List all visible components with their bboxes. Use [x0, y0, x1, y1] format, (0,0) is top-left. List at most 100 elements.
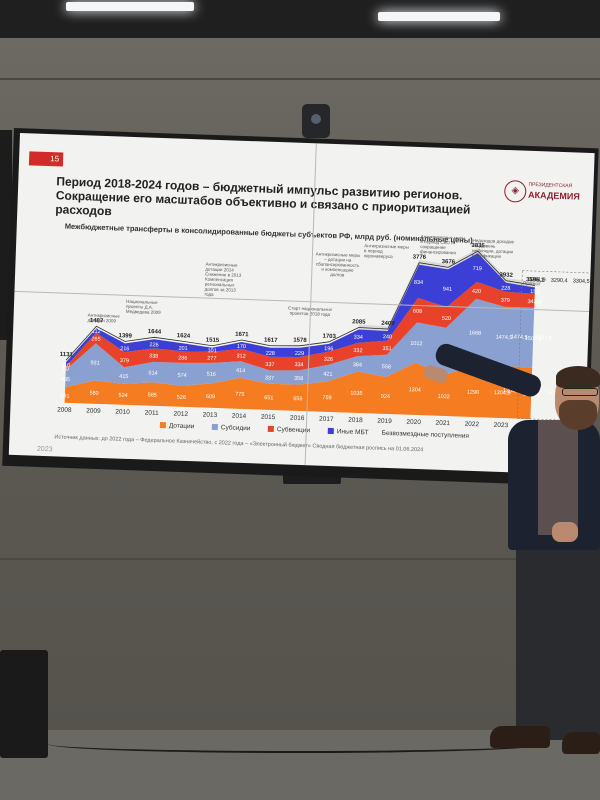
floor-cable — [48, 735, 548, 753]
total-label: 2400 — [381, 321, 395, 327]
annotation-line: Компенсация — [205, 277, 234, 283]
data-label: 941 — [443, 286, 452, 292]
data-label: 1022 — [437, 394, 449, 400]
data-label: 384 — [353, 362, 362, 368]
forecast-total-label: 3290,4 — [551, 278, 568, 285]
data-label: 358 — [294, 376, 303, 382]
annotation-line: Недоходов доходов — [472, 238, 514, 244]
data-label: 170 — [237, 344, 246, 350]
presenter-hair — [556, 366, 600, 388]
data-label: 834 — [414, 280, 423, 286]
data-label: 337 — [265, 362, 274, 368]
data-label: 334 — [294, 362, 303, 368]
wall-seam — [0, 78, 600, 80]
total-label: 1703 — [322, 334, 336, 340]
data-label: 1304,8 — [494, 390, 511, 397]
annotation-line: инфляции, дотации — [472, 248, 514, 254]
total-label: 1487 — [90, 318, 104, 324]
annotation-line: Антикризисные меры — [364, 243, 409, 250]
total-label: 1578 — [293, 338, 307, 344]
annotation-line: Прогноз — [523, 281, 540, 287]
annotation-line: на уровень — [472, 243, 496, 249]
data-label: 110 — [61, 363, 70, 369]
x-tick-label: 2012 — [173, 411, 188, 419]
annotation-line: долгов за 2013 — [205, 287, 237, 293]
annotation-line: дотации 2009 — [87, 317, 116, 323]
data-label: 421 — [323, 371, 332, 377]
data-label: 526 — [177, 395, 186, 401]
annotation-line: проекты Д.А. — [126, 304, 153, 310]
annotation-text: Антикризисные меры– дотации насбалансиро… — [315, 251, 361, 278]
annotation-line: Антикризисные — [205, 262, 238, 268]
data-label: 759 — [322, 395, 331, 401]
data-label: 112 — [92, 329, 101, 335]
annotation-line: Национальные — [126, 299, 158, 305]
data-label: 420 — [472, 289, 481, 295]
presenter-legs — [516, 540, 600, 740]
presenter-shirt — [538, 420, 578, 535]
camera-lens — [311, 114, 321, 124]
x-tick-label: 2019 — [377, 418, 392, 426]
total-label: 1644 — [148, 329, 162, 335]
data-label: 101 — [207, 348, 216, 354]
wall-seam — [0, 558, 600, 560]
forecast-subsidy-label: 1474,5 — [511, 334, 528, 341]
annotation-line: в период — [364, 248, 383, 254]
annotation-line: коронавируса — [364, 253, 393, 259]
annotation-line: года — [204, 292, 214, 297]
annotation-line: дотации 2014 — [205, 267, 234, 273]
presenter-hand — [552, 522, 578, 542]
forecast-dotation-label: 1304,8 — [503, 388, 520, 395]
x-tick-label: 2011 — [145, 410, 160, 417]
x-tick-label: 2023 — [494, 422, 509, 430]
data-label: 656 — [293, 396, 302, 402]
data-label: 196 — [324, 346, 333, 352]
data-label: 240 — [383, 334, 392, 340]
data-label: 277 — [207, 356, 216, 362]
total-label: 3932 — [499, 272, 513, 278]
annotation-line: финансирования — [420, 249, 456, 255]
x-tick-label: 2021 — [435, 420, 450, 428]
data-label: 159 — [530, 289, 539, 295]
forecast-total-label: 3304,5 — [573, 278, 590, 285]
data-label: 351 — [382, 346, 391, 352]
data-label: 520 — [442, 316, 451, 322]
annotation-line: региональных — [205, 282, 235, 288]
annotation-text: Антикризисные мерыв периодкоронавируса — [364, 243, 409, 260]
data-label: 608 — [413, 309, 422, 315]
data-label: 609 — [206, 394, 215, 400]
data-label: 1012 — [410, 341, 422, 347]
annotation-line: модификации — [472, 253, 502, 259]
total-label: 1515 — [206, 337, 220, 343]
x-tick-label: 2016 — [290, 415, 305, 423]
total-label: 3676 — [442, 259, 456, 265]
total-label: 2085 — [352, 319, 366, 325]
data-label: 338 — [149, 353, 158, 359]
data-label: 334 — [354, 335, 363, 341]
data-label: 228 — [266, 351, 275, 357]
total-label: 1399 — [118, 333, 132, 339]
data-label: 1668 — [469, 330, 481, 336]
series-area-0 — [64, 362, 533, 419]
data-label: 379 — [501, 298, 510, 304]
data-label: 343,9 — [527, 299, 541, 305]
annotation-text: Национальныепроекты Д.А.Медведева 2009 — [126, 299, 162, 315]
presenter-shoe — [562, 732, 600, 754]
x-tick-label: 2018 — [348, 417, 363, 425]
x-tick-label: 2008 — [57, 406, 72, 414]
annotation-line: сокращение — [420, 244, 446, 250]
data-label: 228 — [501, 285, 510, 291]
x-tick-label: 2013 — [203, 412, 218, 420]
data-label: 514 — [148, 370, 157, 376]
annotation-text: Антикризисные мерыв период СВО исокращен… — [420, 234, 465, 256]
x-tick-label: 2010 — [115, 408, 130, 416]
ceiling-lamp — [66, 2, 194, 11]
data-label: 651 — [264, 395, 273, 401]
total-label: 1131 — [60, 352, 74, 358]
data-label: 286 — [178, 355, 187, 361]
data-label: 719 — [473, 266, 482, 272]
presenter-pointing-hand — [422, 363, 450, 385]
annotation-line: и компенсацию — [321, 267, 354, 273]
data-label: 265 — [91, 336, 100, 342]
